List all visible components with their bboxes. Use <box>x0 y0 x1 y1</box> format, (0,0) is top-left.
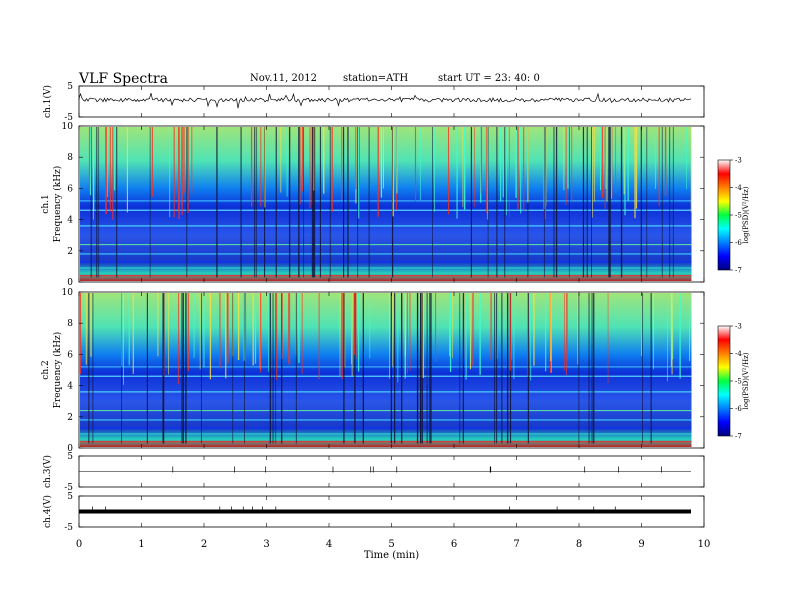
xtick-label: 1 <box>138 539 144 550</box>
spec1-ylabel-channel: ch.1 <box>41 194 51 213</box>
spec2-colorbar <box>717 325 731 437</box>
chart-title: VLF Spectra <box>79 71 168 87</box>
spec2-ylabel-channel: ch.2 <box>41 360 51 379</box>
spec2-ytick-label: 6 <box>67 350 73 360</box>
xtick-label: 2 <box>201 539 207 550</box>
xtick-label: 8 <box>576 539 582 550</box>
spec1-ytick-label: 4 <box>67 216 73 226</box>
ch1-ytick-label: 5 <box>67 82 73 92</box>
ch1-waveform <box>78 92 692 109</box>
spec1-ytick-label: 2 <box>67 247 73 257</box>
ch1-frame <box>78 85 705 118</box>
xtick-label: 0 <box>76 539 82 550</box>
spec1-colorbar-tick-label: -7 <box>735 267 742 275</box>
spec2-ylabel-frequency: Frequency (kHz) <box>52 332 63 409</box>
start-time-label: start UT = 23: 40: 0 <box>438 73 540 84</box>
ch4-ytick-label: 5 <box>67 492 73 502</box>
spec2-colorbar-tick-label: -5 <box>735 378 742 386</box>
spec1-spectrogram-fill <box>80 127 692 281</box>
xtick-label: 10 <box>698 539 711 550</box>
ch1-ylabel: ch.1(V) <box>42 85 53 118</box>
spec2-colorbar-tick-label: -4 <box>735 350 742 358</box>
spec1-colorbar-tick-label: -4 <box>735 184 742 192</box>
x-axis-label: Time (min) <box>364 550 419 561</box>
xtick-label: 4 <box>326 539 332 550</box>
ch3-ytick-label: -5 <box>64 483 73 493</box>
spec1-ylabel-frequency: Frequency (kHz) <box>52 166 63 243</box>
ch3-ylabel: ch.3(V) <box>42 455 53 488</box>
xtick-label: 6 <box>451 539 457 550</box>
spec2-ytick-label: 4 <box>67 382 73 392</box>
spec1-colorbar-tick-label: -6 <box>735 239 742 247</box>
spec2-colorbar-tick-label: -6 <box>735 405 742 413</box>
xtick-label: 7 <box>513 539 519 550</box>
spec2-colorbar-tick-label: -3 <box>735 323 742 331</box>
date-label: Nov.11, 2012 <box>250 73 317 84</box>
station-label: station=ATH <box>343 73 409 84</box>
spec2-ytick-label: 8 <box>67 319 73 329</box>
ch4-ytick-label: -5 <box>64 523 73 533</box>
spec2-ytick-label: 2 <box>67 413 73 423</box>
ch3-ytick-label: 5 <box>67 452 73 462</box>
spec1-colorbar-label: log(PSD)(V²/Hz) <box>742 186 750 243</box>
spec2-colorbar-label: log(PSD)(V²/Hz) <box>742 352 750 409</box>
spec1-colorbar-tick-label: -3 <box>735 157 742 165</box>
spec2-spectrogram-fill <box>80 293 692 447</box>
spec1-colorbar <box>717 159 731 271</box>
xtick-label: 5 <box>388 539 394 550</box>
spec1-ytick-label: 6 <box>67 184 73 194</box>
spec2-ytick-label: 10 <box>62 288 74 298</box>
ch4-ylabel: ch.4(V) <box>42 495 53 528</box>
xtick-label: 3 <box>263 539 269 550</box>
spec1-colorbar-tick-label: -5 <box>735 212 742 220</box>
xtick-label: 9 <box>638 539 644 550</box>
spec2-colorbar-tick-label: -7 <box>735 433 742 441</box>
spec1-ytick-label: 0 <box>67 278 73 288</box>
spec2-ytick-label: 0 <box>67 444 73 454</box>
spec1-ytick-label: 10 <box>62 122 74 132</box>
spec1-ytick-label: 8 <box>67 153 73 163</box>
ch1-ytick-label: -5 <box>64 113 73 123</box>
